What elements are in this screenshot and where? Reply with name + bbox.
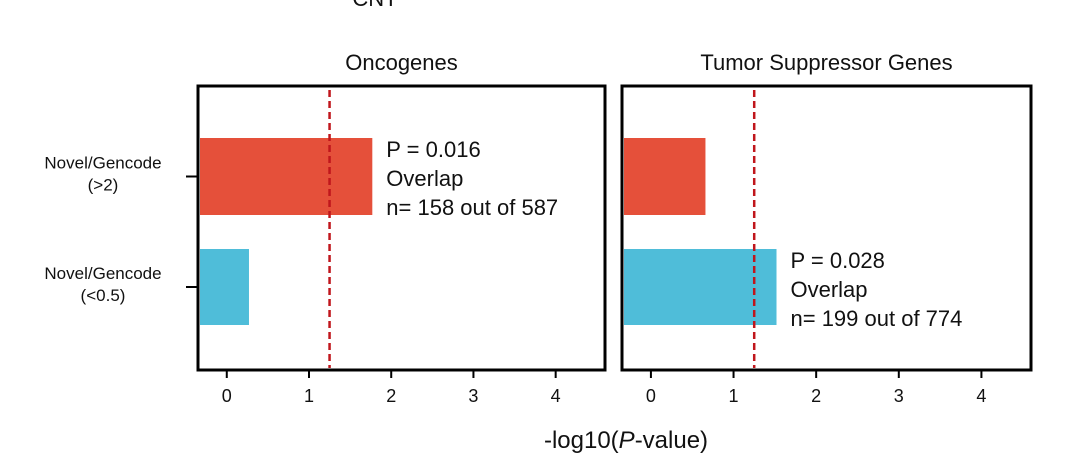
annotation-line: n= 199 out of 774 [791, 306, 963, 331]
x-tick-label: 0 [646, 386, 656, 406]
panel-2: Tumor Suppressor Genes P = 0.028 Overlap n=… [620, 50, 1033, 406]
x-axis-label-italic: P [619, 427, 635, 454]
x-tick-label: 3 [894, 386, 904, 406]
x-axis-label-suffix: -value) [635, 427, 708, 454]
panel-title: Oncogenes [345, 50, 458, 75]
category-labels: Novel/Gencode (>2) Novel/Gencode (<0.5) [44, 154, 198, 305]
x-tick-label: 2 [811, 386, 821, 406]
annotation-line: n= 158 out of 587 [386, 195, 558, 220]
x-tick-label: 4 [976, 386, 986, 406]
annotation: P = 0.016 Overlap n= 158 out of 587 [386, 137, 558, 220]
category-label: Novel/Gencode (>2) [44, 154, 161, 195]
bar [624, 249, 777, 325]
top-cut-text: CNT [352, 0, 397, 11]
x-tick-label: 0 [222, 386, 232, 406]
x-tick-label: 1 [304, 386, 314, 406]
panel-frame [620, 84, 1033, 372]
x-axis-label: -log10(P-value) [544, 427, 708, 454]
panel-1: Oncogenes P = 0.016 Overlap n= 158 out of 5… [196, 50, 607, 406]
annotation-line: Overlap [386, 166, 463, 191]
x-tick-label: 3 [468, 386, 478, 406]
chart-panels: Oncogenes P = 0.016 Overlap n= 158 out of 5… [196, 50, 1033, 406]
bar [624, 138, 706, 215]
annotation: P = 0.028 Overlap n= 199 out of 774 [791, 248, 963, 331]
annotation-line: P = 0.016 [386, 137, 480, 162]
bar [200, 138, 373, 215]
x-tick-label: 4 [551, 386, 561, 406]
x-tick-label: 1 [729, 386, 739, 406]
x-axis-label-prefix: -log10( [544, 427, 619, 454]
annotation-line: P = 0.028 [791, 248, 885, 273]
panel-title: Tumor Suppressor Genes [700, 50, 952, 75]
panel-frame [196, 84, 607, 372]
category-label: Novel/Gencode (<0.5) [44, 264, 161, 305]
x-tick-label: 2 [386, 386, 396, 406]
annotation-line: Overlap [791, 277, 868, 302]
bar [200, 249, 249, 325]
